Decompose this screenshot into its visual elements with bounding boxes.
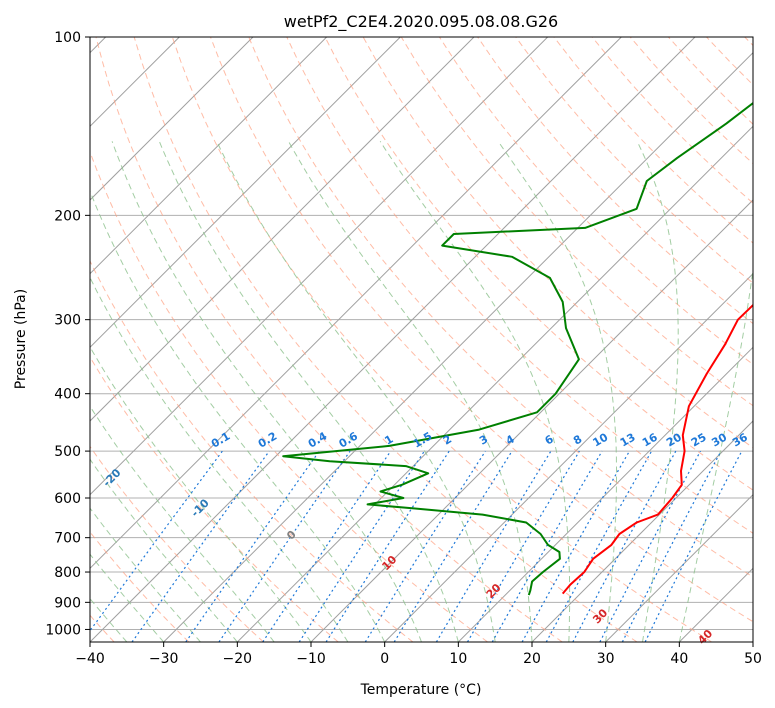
mixing-ratio-line bbox=[90, 450, 223, 632]
moist-adiabat-line bbox=[90, 405, 275, 642]
x-tick-label: 20 bbox=[523, 651, 541, 667]
mixing-ratio-line bbox=[466, 450, 580, 642]
moist-adiabat-line bbox=[678, 265, 753, 642]
x-tick-label: 10 bbox=[449, 651, 467, 667]
isotherm-line bbox=[236, 125, 753, 642]
series-lines bbox=[282, 101, 753, 596]
mixing-ratio-line bbox=[393, 450, 513, 642]
isotherm-line bbox=[605, 493, 753, 642]
x-axis-title: Temperature (°C) bbox=[360, 682, 482, 698]
moist-adiabat-line bbox=[90, 553, 165, 642]
dry-adiabat-line bbox=[171, 37, 712, 642]
dry-adiabat-line bbox=[133, 37, 638, 642]
dry-adiabat-line bbox=[90, 445, 264, 642]
y-tick-label: 100 bbox=[54, 30, 81, 46]
dry-adiabat-line bbox=[95, 37, 563, 642]
mixing-ratio-line bbox=[364, 450, 486, 642]
x-tick-label: −10 bbox=[296, 651, 326, 667]
x-tick-label: 40 bbox=[670, 651, 688, 667]
mixing-ratio-line bbox=[572, 450, 677, 642]
dry-adiabat-line bbox=[248, 37, 753, 578]
moist-adiabat-line bbox=[636, 141, 679, 642]
dry-adiabat-line bbox=[90, 259, 414, 642]
y-tick-label: 200 bbox=[54, 208, 81, 224]
dry-adiabat-line bbox=[210, 37, 753, 623]
y-tick-label: 300 bbox=[54, 313, 81, 329]
temperature-profile-line bbox=[561, 303, 753, 595]
y-tick-label: 600 bbox=[54, 491, 81, 507]
dry-adiabat-line bbox=[324, 37, 753, 491]
moist-adiabat-line bbox=[216, 141, 496, 642]
isotherm-line bbox=[384, 272, 753, 642]
mixing-ratio-line bbox=[521, 450, 631, 642]
isotherm-line bbox=[90, 37, 475, 422]
background-lines bbox=[90, 37, 753, 642]
dry-adiabat-line bbox=[286, 37, 753, 534]
isotherm-line bbox=[90, 37, 401, 349]
moist-adiabat-line bbox=[90, 276, 349, 642]
mixing-ratio-line bbox=[621, 450, 722, 642]
x-tick-label: −40 bbox=[75, 651, 105, 667]
plot-frame bbox=[89, 36, 754, 643]
mixing-ratio-line bbox=[545, 450, 653, 642]
y-tick-label: 800 bbox=[54, 565, 81, 581]
isotherm-line bbox=[457, 346, 753, 642]
isotherm-line bbox=[531, 420, 753, 642]
moist-adiabat-line bbox=[379, 141, 571, 642]
y-tick-label: 400 bbox=[54, 387, 81, 403]
moist-adiabat-line bbox=[90, 507, 201, 642]
mixing-ratio-line bbox=[599, 450, 702, 642]
dry-adiabat-line bbox=[515, 37, 753, 284]
y-axis-title: Pressure (hPa) bbox=[13, 289, 29, 389]
plot-area bbox=[90, 37, 753, 642]
mixing-ratio-line bbox=[185, 450, 320, 642]
y-tick-label: 700 bbox=[54, 531, 81, 547]
x-tick-label: 30 bbox=[597, 651, 615, 667]
isotherm-line bbox=[90, 37, 328, 275]
moist-adiabat-line bbox=[288, 141, 533, 642]
mixing-ratio-line bbox=[298, 450, 425, 642]
mixing-ratio-line bbox=[644, 450, 743, 642]
moist-adiabat-line bbox=[111, 141, 422, 642]
x-tick-label: 50 bbox=[744, 651, 762, 667]
y-tick-label: 900 bbox=[54, 595, 81, 611]
isotherm-line bbox=[90, 37, 254, 201]
dewpoint-profile-line bbox=[282, 101, 753, 596]
y-tick-label: 1000 bbox=[45, 622, 81, 638]
mixing-ratio-line bbox=[491, 450, 603, 642]
moist-adiabat-line bbox=[158, 141, 459, 642]
isotherm-line bbox=[163, 51, 753, 642]
axes: −40 −30 −20 −10 0 10 20 30 40 50 100 200 300 400 500 60… bbox=[45, 30, 762, 667]
moist-adiabat-line bbox=[90, 345, 312, 642]
chart-title: wetPf2_C2E4.2020.095.08.08.G26 bbox=[284, 12, 558, 32]
y-tick-label: 500 bbox=[54, 444, 81, 460]
x-tick-label: −30 bbox=[149, 651, 179, 667]
moist-adiabat-line bbox=[497, 141, 617, 642]
mixing-ratio-line bbox=[131, 450, 270, 642]
mixing-ratio-line bbox=[435, 450, 552, 642]
moist-adiabat-line bbox=[90, 458, 238, 642]
x-tick-label: −20 bbox=[223, 651, 253, 667]
isotherm-line bbox=[90, 37, 549, 496]
x-tick-label: 0 bbox=[380, 651, 389, 667]
isotherm-line bbox=[752, 641, 753, 642]
isotherm-line bbox=[90, 37, 622, 570]
mixing-ratio-line bbox=[325, 450, 450, 642]
moist-adiabat-line bbox=[90, 597, 128, 642]
